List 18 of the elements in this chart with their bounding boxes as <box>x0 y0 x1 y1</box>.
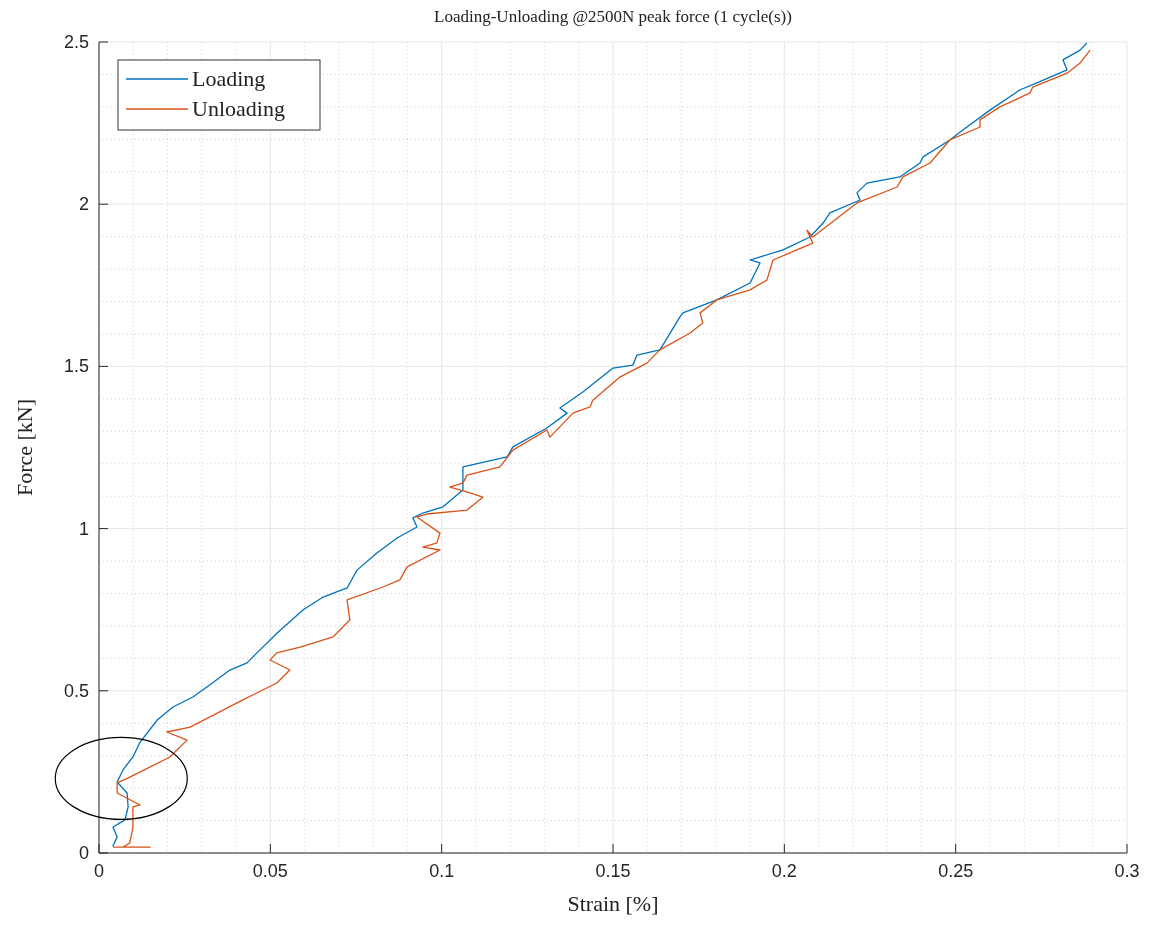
x-tick-label: 0.2 <box>771 861 797 881</box>
y-tick-label: 1.5 <box>63 356 89 377</box>
y-tick-label: 2 <box>78 194 89 215</box>
y-tick-label: 0.5 <box>63 680 89 701</box>
y-tick-label: 2.5 <box>63 32 89 52</box>
x-tick-label: 0.3 <box>1114 861 1140 881</box>
x-tick-label: 0.1 <box>429 861 455 881</box>
x-tick-label: 0 <box>93 861 105 881</box>
x-tick-label: 0.25 <box>938 861 974 881</box>
legend-label: Unloading <box>192 96 285 121</box>
x-tick-label: 0.05 <box>252 861 288 881</box>
legend-label: Loading <box>192 66 266 91</box>
x-axis-title: Strain [%] <box>567 891 659 916</box>
y-tick-label: 0 <box>78 843 89 863</box>
chart-title: Loading-Unloading @2500N peak force (1 cycle(s)) <box>434 7 792 26</box>
y-axis-title: Force [kN] <box>12 398 37 497</box>
x-tick-label: 0.15 <box>595 861 631 881</box>
y-tick-label: 1 <box>78 518 89 539</box>
